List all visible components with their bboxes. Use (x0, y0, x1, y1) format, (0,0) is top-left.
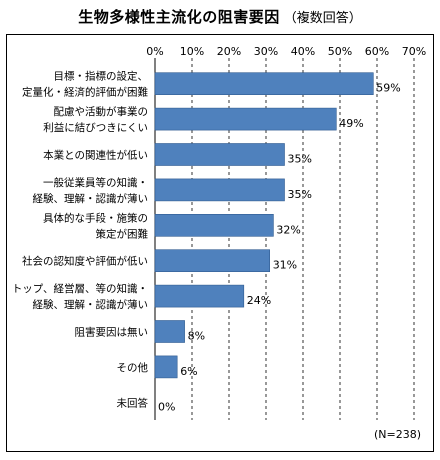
category-label: 経験、理解・認識が薄い (33, 298, 149, 311)
bar (154, 214, 274, 237)
x-tick-label: 50% (328, 45, 352, 58)
data-label: 31% (273, 259, 297, 272)
bar (154, 178, 285, 202)
category-label: 具体的な手段・施策の (43, 211, 148, 224)
data-label: 59% (376, 82, 400, 95)
x-tick-label: 10% (180, 45, 204, 58)
category-label: 利益に結びつきにくい (43, 121, 148, 134)
bar (154, 284, 245, 308)
category-label: その他 (117, 361, 149, 374)
category-label: 社会の認知度や評価が低い (22, 255, 148, 268)
data-label: 24% (247, 294, 271, 307)
category-label: 阻害要因は無い (75, 326, 149, 339)
x-tick-label: 70% (402, 45, 426, 58)
bar (154, 143, 285, 166)
chart-subtitle: （複数回答） (283, 11, 362, 26)
category-label: 策定が困難 (96, 227, 149, 240)
category-label: 目標・指標の設定、 (54, 70, 149, 83)
x-tick-label: 0% (146, 45, 163, 58)
chart-title-block: 生物多様性主流化の阻害要因 （複数回答） (0, 6, 440, 27)
bar (154, 107, 337, 131)
bar (154, 320, 185, 343)
bar (154, 72, 374, 95)
data-label: 6% (180, 365, 197, 378)
x-tick-label: 60% (365, 45, 389, 58)
category-label: 定量化・経済的評価が困難 (22, 86, 148, 99)
data-label: 35% (288, 188, 312, 201)
data-label: 49% (339, 117, 363, 130)
data-label: 8% (188, 330, 205, 343)
x-tick-label: 20% (217, 45, 241, 58)
category-label: 一般従業員等の知識・ (43, 176, 148, 189)
category-label: 未回答 (117, 396, 149, 409)
x-tick-label: 30% (254, 45, 278, 58)
x-tick-label: 40% (291, 45, 315, 58)
data-label: 0% (158, 400, 175, 413)
category-label: 経験、理解・認識が薄い (33, 192, 149, 205)
bar (154, 355, 178, 379)
data-label: 32% (276, 223, 300, 236)
sample-size-note: (N=238) (373, 428, 421, 441)
bar (154, 249, 270, 272)
category-label: 配慮や活動が事業の (54, 105, 149, 118)
data-label: 35% (288, 153, 312, 166)
category-label: トップ、経営層、等の知識・ (12, 282, 148, 295)
chart-title: 生物多様性主流化の阻害要因 (78, 8, 280, 26)
chart-frame: (N=238) (6, 34, 434, 452)
category-label: 本業との関連性が低い (43, 149, 148, 162)
